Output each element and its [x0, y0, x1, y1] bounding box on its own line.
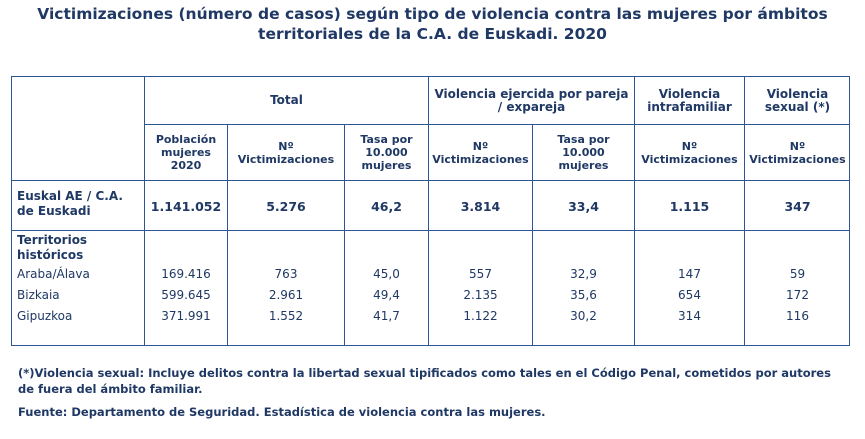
table-cell: 49,4	[373, 288, 400, 302]
table-cell: 116	[786, 309, 809, 323]
subheader-victimizaciones: Nº Victimizaciones	[641, 139, 738, 166]
source-note: Fuente: Departamento de Seguridad. Estad…	[18, 405, 546, 419]
total-intrafamiliar: 1.115	[669, 199, 710, 214]
total-poblacion: 1.141.052	[150, 199, 222, 214]
subheader-poblacion: Población mujeres 2020	[155, 133, 217, 172]
table-title: Victimizaciones (número de casos) según …	[0, 4, 865, 44]
table-cell: 45,0	[373, 267, 400, 281]
header-pareja: Violencia ejercida por pareja / expareja	[434, 86, 629, 114]
subheader-tasa: Tasa por 10.000 mujeres	[360, 133, 413, 172]
table-cell: 147	[678, 267, 701, 281]
table-cell: 1.552	[268, 309, 304, 323]
total-tasa: 46,2	[371, 199, 402, 214]
row-label-euskadi: Euskal AE / C.A. de Euskadi	[17, 189, 123, 218]
col-divider	[634, 77, 635, 345]
header-sexual: Violencia sexual (*)	[764, 86, 831, 114]
header-intrafamiliar: Violencia intrafamiliar	[647, 86, 732, 114]
table-cell: 59	[789, 267, 806, 281]
subheader-tasa: Tasa por 10.000 mujeres	[557, 133, 610, 172]
title-line-2: territoriales de la C.A. de Euskadi. 202…	[258, 25, 607, 43]
table-cell: 599.645	[161, 288, 211, 302]
total-pareja-victimizaciones: 3.814	[460, 199, 501, 214]
col-divider	[227, 124, 228, 345]
row-name: Bizkaia	[17, 288, 60, 302]
data-table	[11, 76, 850, 346]
table-cell: 169.416	[161, 267, 211, 281]
col-divider	[532, 124, 533, 345]
table-cell: 172	[786, 288, 809, 302]
table-cell: 32,9	[570, 267, 597, 281]
header-total: Total	[270, 93, 303, 107]
table-cell: 2.135	[463, 288, 498, 302]
subheader-victimizaciones: Nº Victimizaciones	[432, 139, 529, 166]
total-victimizaciones: 5.276	[266, 199, 306, 214]
table-cell: 763	[274, 267, 298, 281]
col-divider	[344, 124, 345, 345]
subheader-victimizaciones: Nº Victimizaciones	[237, 139, 335, 166]
row-divider	[11, 180, 850, 181]
table-cell: 30,2	[570, 309, 597, 323]
table-cell: 314	[678, 309, 701, 323]
table-cell: 371.991	[161, 309, 211, 323]
total-pareja-tasa: 33,4	[568, 199, 599, 214]
title-line-1: Victimizaciones (número de casos) según …	[37, 5, 828, 23]
row-divider	[11, 230, 850, 231]
row-name: Gipuzkoa	[17, 309, 73, 323]
footnote-sexual: (*)Violencia sexual: Incluye delitos con…	[18, 366, 831, 396]
col-divider	[428, 77, 429, 345]
table-cell: 35,6	[570, 288, 597, 302]
table-cell: 1.122	[463, 309, 498, 323]
table-cell: 654	[678, 288, 701, 302]
row-divider	[144, 124, 850, 125]
section-label-territorios: Territorios históricos	[17, 233, 88, 262]
subheader-victimizaciones: Nº Victimizaciones	[749, 139, 846, 166]
row-name: Araba/Álava	[17, 267, 90, 281]
col-divider	[744, 77, 745, 345]
total-sexual: 347	[784, 199, 811, 214]
table-cell: 2.961	[268, 288, 304, 302]
col-divider	[144, 77, 145, 345]
table-cell: 41,7	[373, 309, 400, 323]
table-cell: 557	[469, 267, 492, 281]
